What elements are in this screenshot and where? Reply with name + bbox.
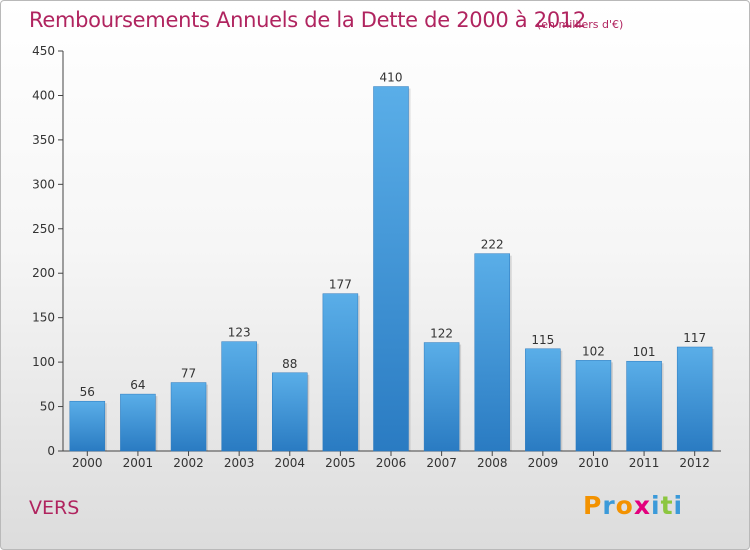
- bar-2002: [170, 382, 207, 452]
- x-tick-label: 2002: [173, 456, 204, 470]
- bar-value-label: 64: [130, 378, 145, 392]
- x-tick-label: 2008: [477, 456, 508, 470]
- bar-value-label: 101: [633, 345, 656, 359]
- y-tick-label: 350: [32, 133, 55, 147]
- x-tick-label: 2001: [123, 456, 154, 470]
- x-tick-label: 2005: [325, 456, 356, 470]
- bar-value-label: 177: [329, 278, 352, 292]
- logo-letter: t: [660, 491, 674, 520]
- bar-2007: [423, 342, 460, 452]
- bar-value-label: 102: [582, 344, 605, 358]
- place-name: VERS: [29, 497, 80, 519]
- x-tick-label: 2000: [72, 456, 103, 470]
- logo-letter: x: [633, 491, 651, 520]
- bar-value-label: 410: [380, 71, 403, 85]
- chart-title: Remboursements Annuels de la Dette de 20…: [29, 8, 586, 32]
- x-tick-label: 2004: [274, 456, 305, 470]
- y-tick-label: 150: [32, 311, 55, 325]
- bar-2006: [373, 86, 409, 452]
- logo-letter: r: [602, 491, 616, 520]
- y-tick-label: 200: [32, 266, 55, 280]
- proxiti-logo: Proxiti: [583, 491, 683, 520]
- bar-2010: [575, 360, 612, 452]
- x-tick-label: 2011: [629, 456, 660, 470]
- bar-value-label: 56: [80, 385, 95, 399]
- x-tick-label: 2010: [578, 456, 609, 470]
- bar-2000: [69, 400, 106, 452]
- y-tick-label: 250: [32, 222, 55, 236]
- logo-letter: i: [673, 491, 684, 520]
- bar-value-label: 117: [683, 331, 706, 345]
- bar-2001: [120, 393, 156, 452]
- y-tick-label: 0: [47, 444, 55, 458]
- logo-letter: o: [615, 491, 634, 520]
- chart-subtitle: (en milliers d'€): [537, 18, 624, 31]
- bar-value-label: 122: [430, 327, 453, 341]
- bar-2004: [272, 372, 308, 452]
- bar-2008: [474, 253, 510, 452]
- y-tick-label: 100: [32, 355, 55, 369]
- y-tick-label: 400: [32, 88, 55, 102]
- x-tick-label: 2012: [679, 456, 710, 470]
- y-tick-label: 50: [40, 400, 55, 414]
- x-tick-label: 2007: [426, 456, 457, 470]
- logo-letter: i: [651, 491, 661, 520]
- logo-letter: P: [583, 491, 603, 520]
- bar-2011: [626, 360, 662, 452]
- x-tick-label: 2009: [528, 456, 559, 470]
- x-tick-label: 2006: [376, 456, 407, 470]
- y-tick-label: 300: [32, 177, 55, 191]
- x-tick-label: 2003: [224, 456, 255, 470]
- bar-2005: [322, 293, 359, 452]
- bar-value-label: 222: [481, 238, 504, 252]
- bar-2012: [676, 346, 713, 452]
- bar-value-label: 88: [282, 357, 297, 371]
- bar-value-label: 123: [228, 326, 251, 340]
- bar-2003: [221, 341, 257, 452]
- bar-2009: [525, 348, 561, 452]
- y-tick-label: 450: [32, 44, 55, 58]
- bar-value-label: 115: [531, 333, 554, 347]
- bar-value-label: 77: [181, 367, 196, 381]
